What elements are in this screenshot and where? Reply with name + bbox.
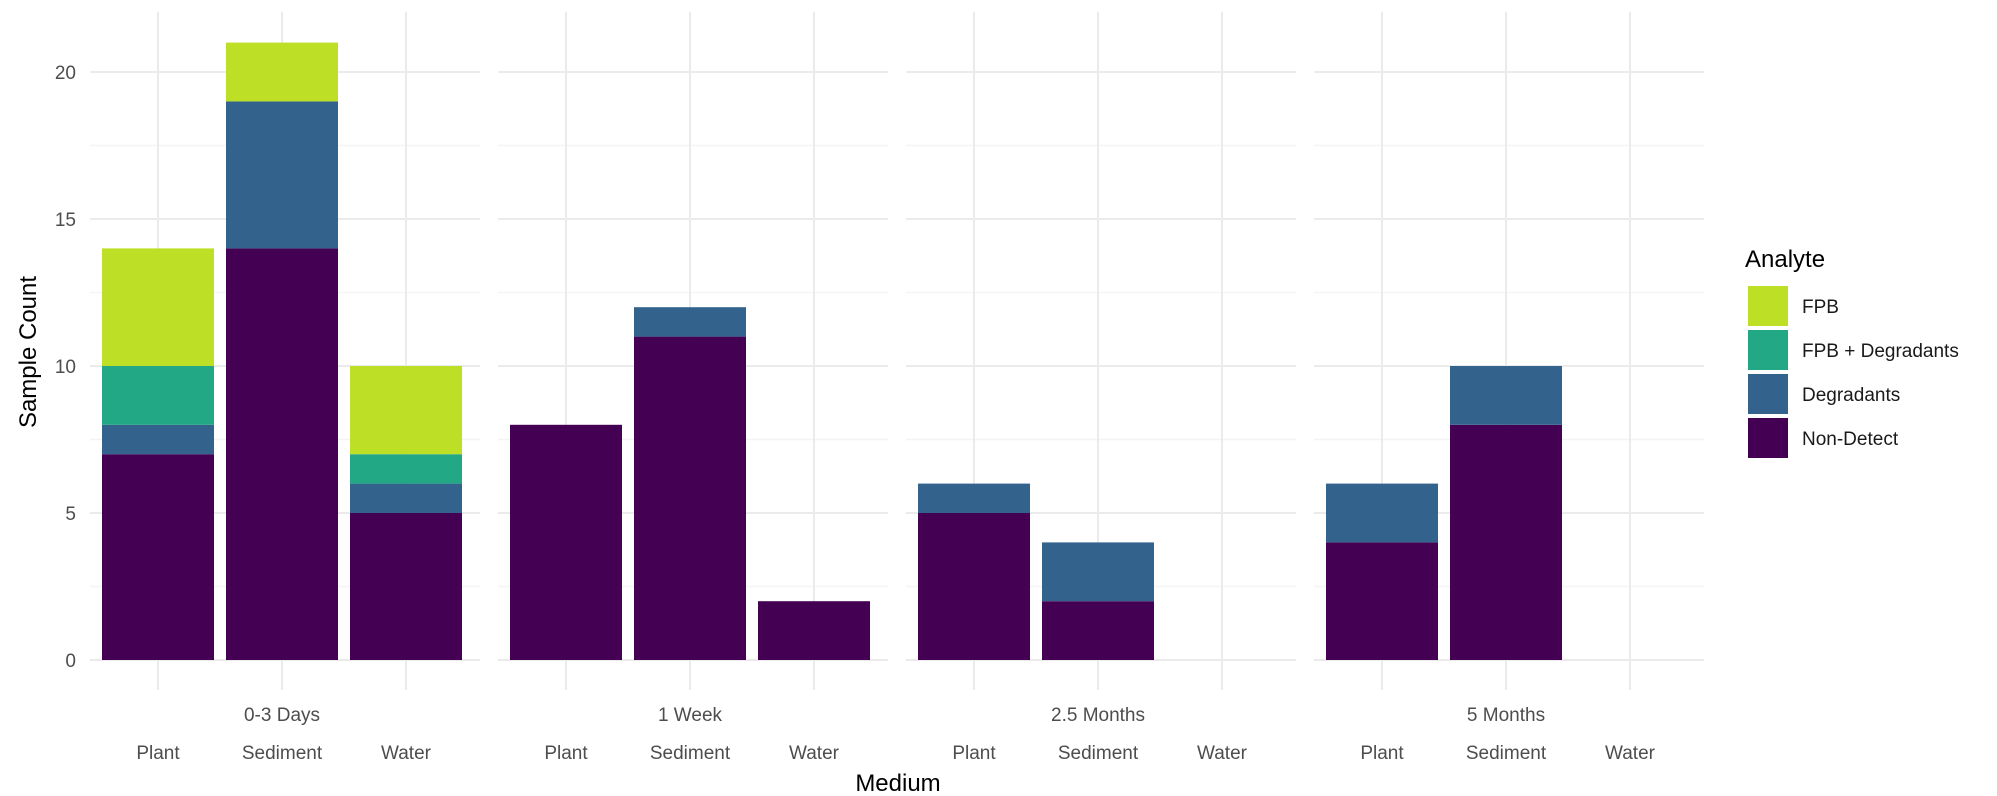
y-tick-label: 20 xyxy=(55,63,76,84)
x-tick-label: Water xyxy=(1197,743,1248,764)
legend-items: FPB FPB + Degradants Degradants Non-Detect xyxy=(1748,286,1959,458)
bar-segment-non-detect xyxy=(510,424,622,660)
x-axis-title: Medium xyxy=(855,770,940,796)
bar-segment-degradants xyxy=(918,483,1030,513)
bar-segment-non-detect xyxy=(350,513,462,660)
bar-segment-non-detect xyxy=(634,336,746,660)
legend-key xyxy=(1748,286,1788,326)
bar-segment-fpb xyxy=(226,42,338,102)
facet-label: 2.5 Months xyxy=(1051,705,1145,726)
x-tick-label: Water xyxy=(381,743,432,764)
legend-label: FPB xyxy=(1802,297,1839,318)
bar-segment-non-detect xyxy=(758,601,870,660)
bar-segment-fpb xyxy=(350,366,462,455)
facet-label: 5 Months xyxy=(1467,705,1545,726)
y-tick-label: 15 xyxy=(55,210,76,231)
bar-segment-non-detect xyxy=(918,513,1030,660)
bar-segment-fpb-degradants xyxy=(102,366,214,425)
y-axis-title: Sample Count xyxy=(15,276,42,428)
y-tick-label: 5 xyxy=(65,504,76,525)
x-tick-label: Water xyxy=(1605,743,1656,764)
bar-segment-fpb xyxy=(102,248,214,366)
legend-label: Degradants xyxy=(1802,385,1900,406)
facet-label: 0-3 Days xyxy=(244,705,320,726)
bar-segment-degradants xyxy=(226,101,338,249)
legend-key xyxy=(1748,330,1788,370)
y-tick-label: 0 xyxy=(65,651,76,672)
legend-key xyxy=(1748,374,1788,414)
bar-segment-fpb-degradants xyxy=(350,454,462,484)
bar-segment-non-detect xyxy=(1042,601,1154,660)
legend-label: Non-Detect xyxy=(1802,429,1899,450)
x-tick-label: Water xyxy=(789,743,840,764)
bar-segment-non-detect xyxy=(1326,542,1438,660)
bar-segment-non-detect xyxy=(102,454,214,660)
bar-segment-non-detect xyxy=(226,248,338,660)
legend: Analyte FPB FPB + Degradants Degradants Non… xyxy=(1745,246,1959,458)
legend-key xyxy=(1748,418,1788,458)
x-tick-label: Sediment xyxy=(650,743,731,764)
legend-label: FPB + Degradants xyxy=(1802,341,1959,362)
facet-label: 1 Week xyxy=(658,705,723,726)
legend-title: Analyte xyxy=(1745,246,1825,273)
bar-segment-non-detect xyxy=(1450,424,1562,660)
bars xyxy=(102,42,1562,660)
bar-segment-degradants xyxy=(1326,483,1438,543)
bar-segment-degradants xyxy=(634,307,746,337)
bar-segment-degradants xyxy=(1450,366,1562,425)
x-tick-label: Plant xyxy=(544,743,588,764)
x-tick-label: Sediment xyxy=(1058,743,1139,764)
x-tick-label: Plant xyxy=(136,743,180,764)
x-tick-label: Plant xyxy=(1360,743,1404,764)
x-tick-label: Plant xyxy=(952,743,996,764)
x-tick-label: Sediment xyxy=(1466,743,1547,764)
bar-segment-degradants xyxy=(1042,542,1154,602)
bar-segment-degradants xyxy=(350,483,462,513)
axis-labels: 0 5 10 15 20 Plant Sediment Water 0-3 Days Plant S… xyxy=(55,63,1656,764)
x-tick-label: Sediment xyxy=(242,743,323,764)
y-tick-label: 10 xyxy=(55,357,76,378)
bar-segment-degradants xyxy=(102,424,214,455)
